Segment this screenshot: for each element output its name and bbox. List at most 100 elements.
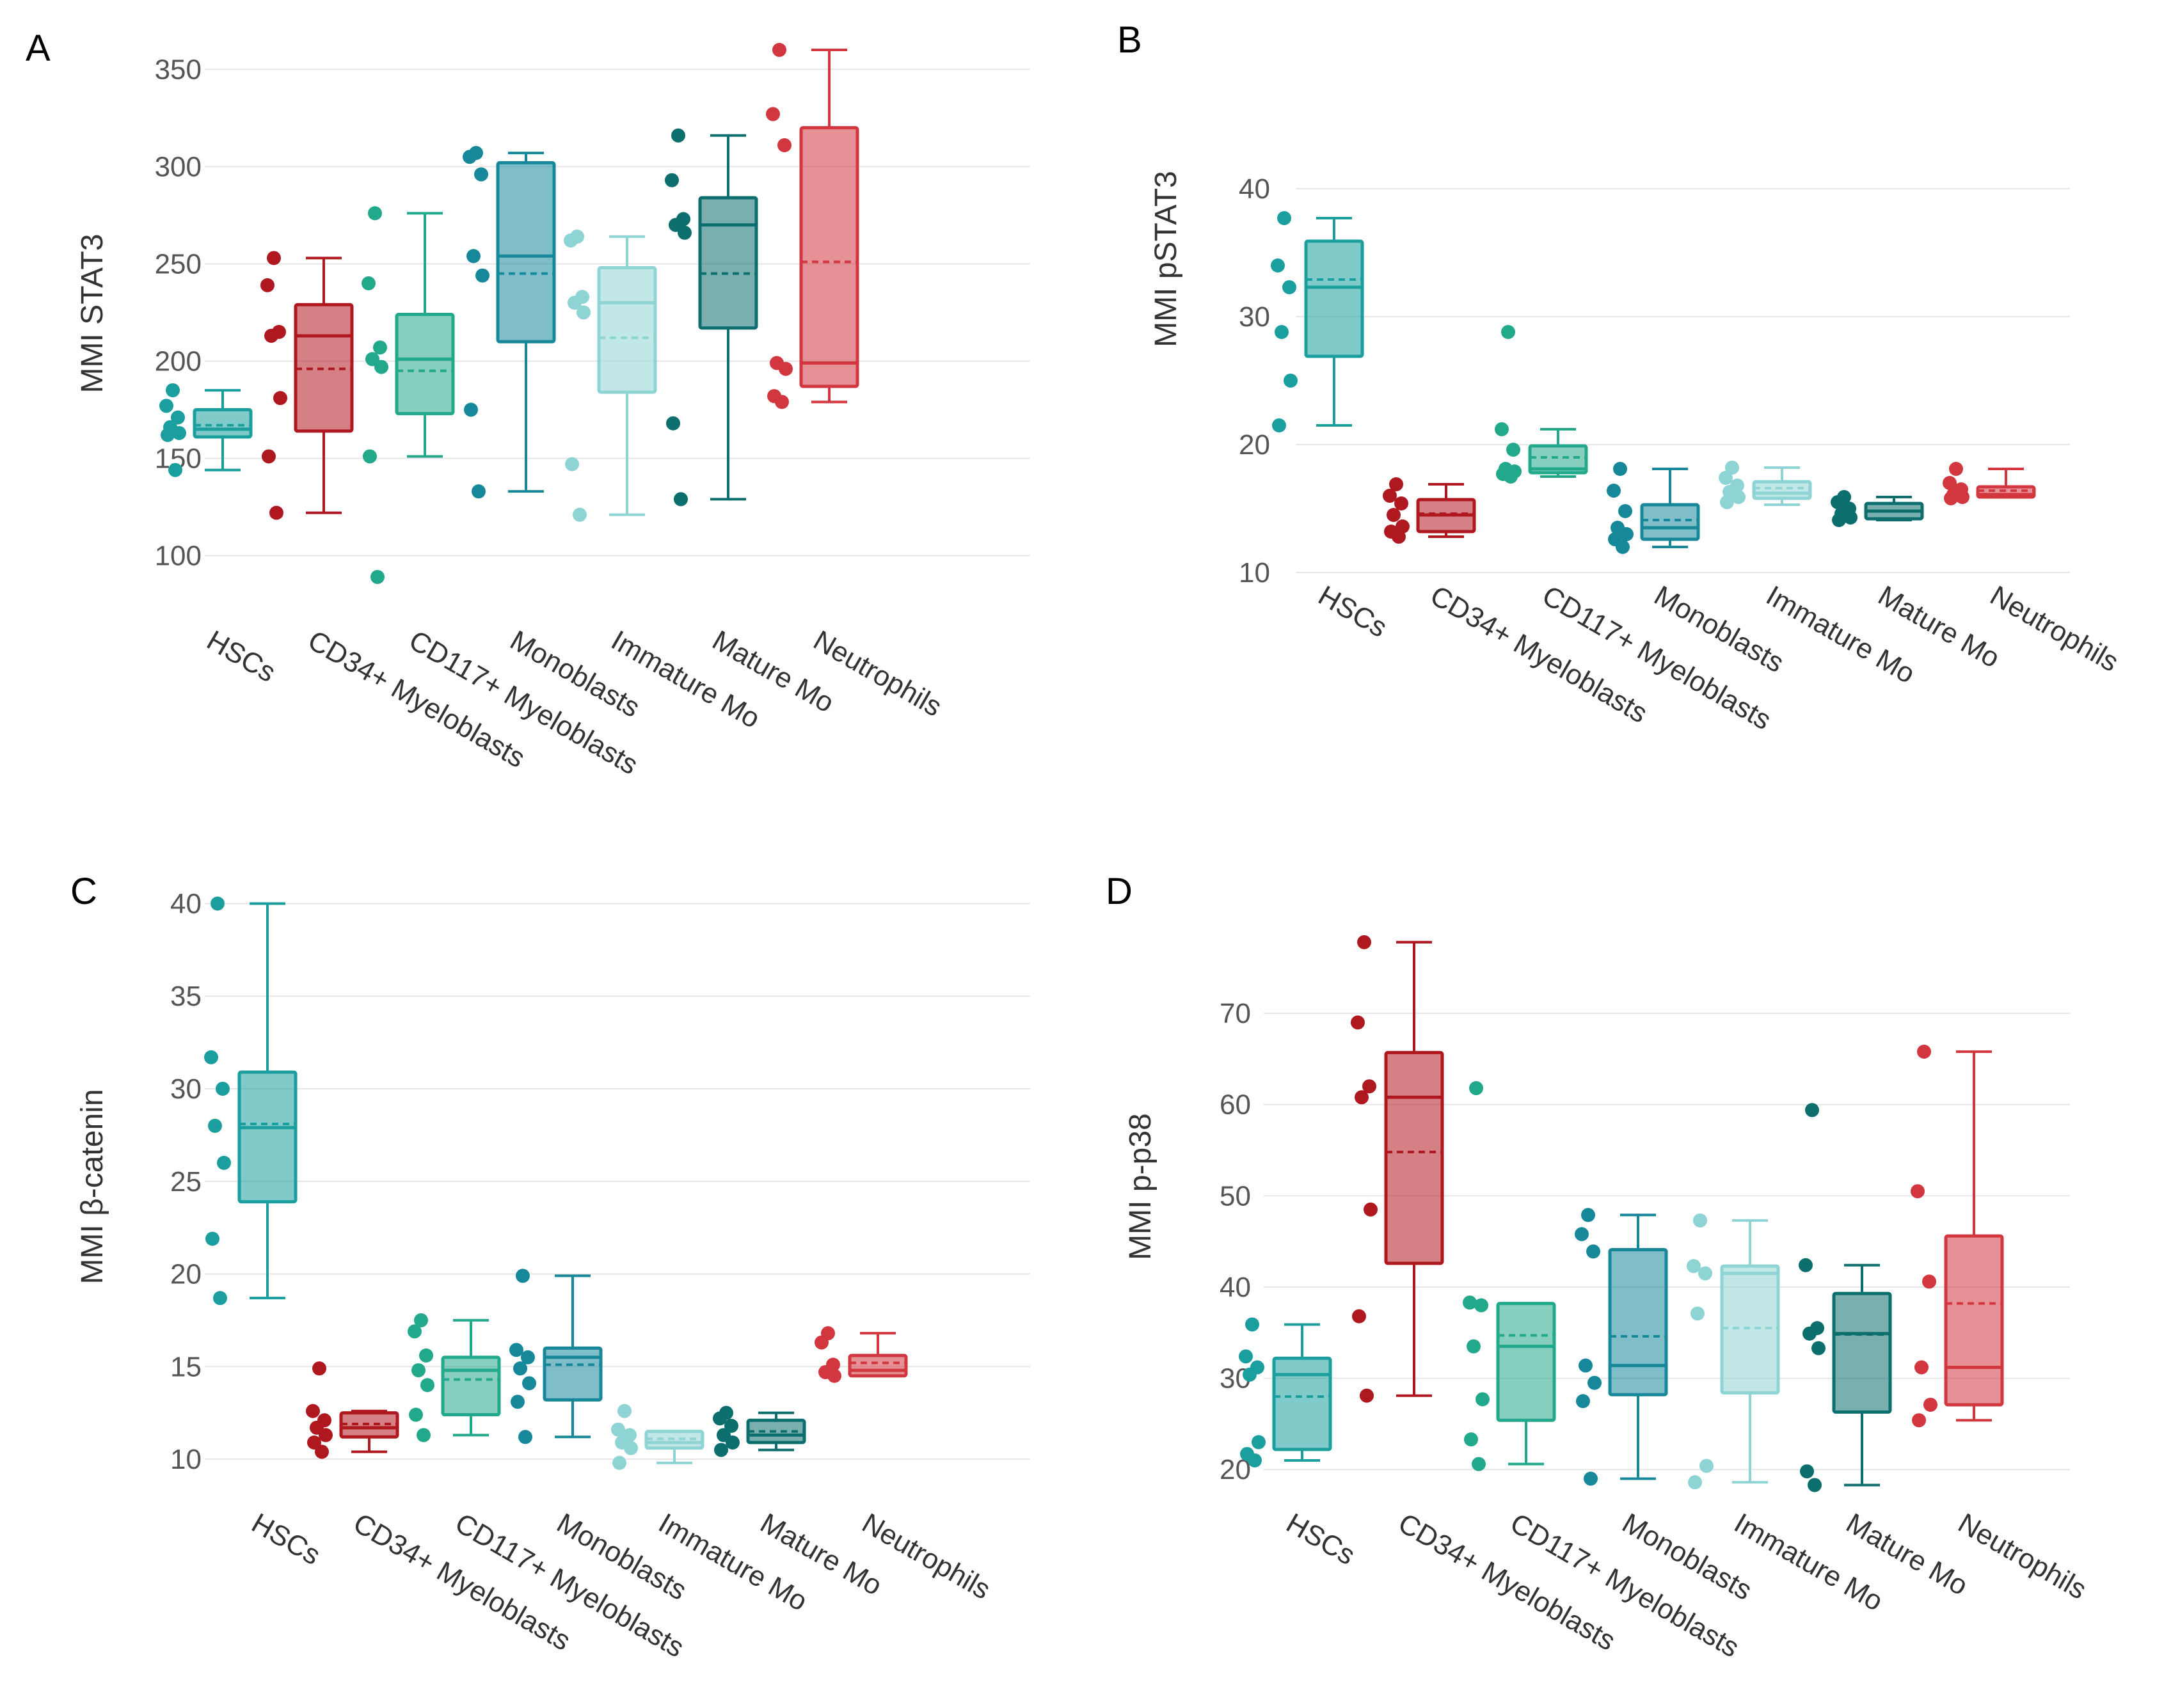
data-point [1275,325,1289,339]
data-point [777,138,792,152]
data-point [1719,471,1733,485]
data-point [211,896,225,911]
box-7 [1943,462,2036,505]
y-grid: 10 15 20 25 30 35 40 [170,888,1030,1475]
data-point [159,399,173,413]
data-point [1688,1475,1702,1490]
box-body [237,1070,298,1204]
data-point [269,505,283,520]
data-point [260,278,274,292]
y-axis-title: MMI pSTAT3 [1149,171,1183,347]
data-point [1691,1306,1705,1321]
data-point [1575,1227,1589,1242]
data-point [1277,211,1291,225]
data-point [1476,1392,1490,1407]
data-point [463,150,477,164]
data-point [362,276,376,290]
data-point [1831,495,1845,509]
y-axis-title: MMI β-catenin [76,1089,109,1284]
box-1 [1239,1317,1332,1467]
data-point [373,340,387,355]
box-body [193,407,253,439]
data-point [611,1422,625,1437]
data-point [474,167,488,182]
data-point [306,1404,320,1418]
box-1 [159,383,253,477]
box-body [1384,1050,1444,1265]
data-point [1687,1259,1701,1274]
box-plots [159,43,859,584]
data-point [1351,1015,1365,1030]
data-point [217,1155,231,1170]
data-point [1914,1360,1929,1375]
y-tick-label: 200 [155,345,202,377]
box-5 [1687,1213,1780,1490]
data-point [1808,1478,1822,1492]
box-body [395,313,455,416]
data-point [577,305,591,320]
data-point [1469,1081,1483,1096]
data-point [363,449,377,464]
data-point [1811,1341,1826,1356]
data-point [521,1350,535,1364]
data-point [513,1361,527,1376]
data-point [409,1407,423,1422]
data-point [1584,1471,1598,1486]
data-point [1472,1457,1486,1471]
data-point [1613,462,1627,476]
data-point [624,1441,638,1455]
data-point [370,569,385,584]
data-point [262,449,276,464]
box-body [1944,1234,2004,1407]
box-7 [1911,1045,2004,1428]
data-point [411,1363,426,1378]
data-point [315,1444,329,1459]
data-point [573,507,587,522]
data-point [665,173,679,187]
data-point [475,268,489,283]
box-3 [1463,1081,1556,1471]
data-point [1616,540,1630,554]
data-point [414,1313,428,1327]
data-point [161,428,175,443]
data-point [417,1428,431,1443]
y-tick-label: 35 [170,981,202,1012]
box-body [1528,444,1588,475]
data-point [205,1231,219,1246]
y-tick-label: 350 [155,54,202,85]
box-body [597,266,657,394]
data-point [1387,508,1401,522]
box-body [1304,239,1364,358]
data-point [678,225,692,240]
data-point [1392,530,1406,544]
box-body [496,161,556,344]
data-point [1802,1326,1817,1341]
data-point [1731,490,1746,504]
box-3 [362,206,455,584]
y-tick-label: 70 [1220,998,1251,1029]
data-point [1243,1367,1257,1382]
data-point [1579,1358,1593,1373]
data-point [1239,1349,1253,1364]
data-point [1357,935,1371,949]
data-point [1463,1295,1477,1310]
data-point [1581,1208,1595,1222]
data-point [1949,462,1963,476]
panel-letter: D [1106,871,1133,912]
box-2 [1383,477,1476,544]
box-body [1272,1356,1332,1451]
box-body [1640,503,1700,541]
data-point [518,1430,532,1444]
data-point [464,402,478,417]
y-grid: 10 20 30 40 [1239,173,2070,589]
y-tick-label: 250 [155,248,202,280]
data-point [1474,1298,1488,1313]
box-1 [204,896,298,1306]
box-3 [408,1313,501,1443]
data-point [172,425,186,440]
data-point [312,1361,326,1376]
y-tick-label: 20 [1239,429,1270,461]
data-point [1805,1103,1819,1118]
panel-letter: A [26,28,51,69]
box-3 [1495,325,1588,484]
